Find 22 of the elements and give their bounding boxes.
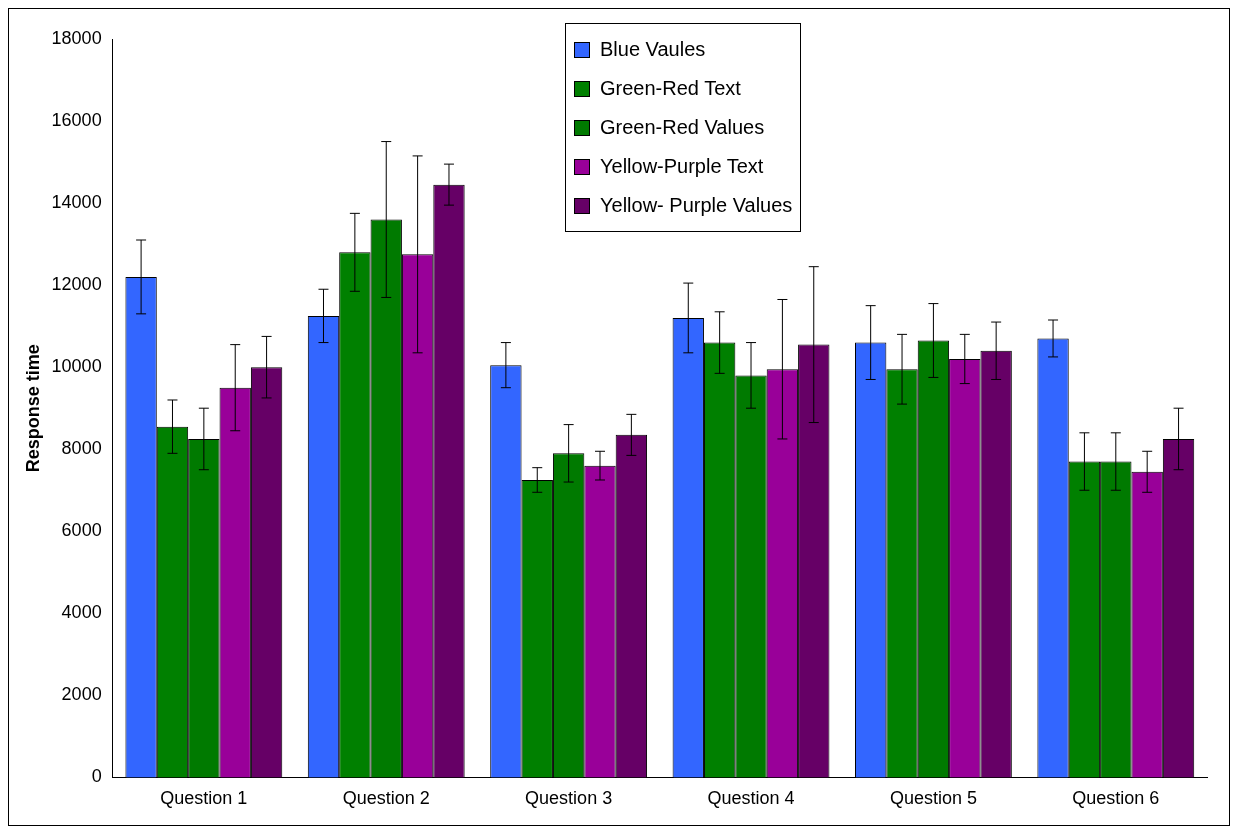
x-tick-label: Question 3 bbox=[525, 788, 613, 809]
x-tick-label: Question 4 bbox=[707, 788, 795, 809]
legend-label: Yellow- Purple Values bbox=[600, 194, 793, 217]
y-tick-label: 8000 bbox=[61, 438, 102, 459]
y-tick-label: 14000 bbox=[51, 192, 102, 213]
y-tick-label: 4000 bbox=[61, 602, 102, 623]
legend-label: Yellow-Purple Text bbox=[600, 155, 764, 178]
x-tick-label: Question 2 bbox=[342, 788, 430, 809]
x-tick-label: Question 1 bbox=[160, 788, 248, 809]
x-tick-label: Question 5 bbox=[889, 788, 977, 809]
y-tick-label: 6000 bbox=[61, 520, 102, 541]
y-tick-label: 16000 bbox=[51, 110, 102, 131]
y-tick-label: 12000 bbox=[51, 274, 102, 295]
x-tick-label: Question 6 bbox=[1072, 788, 1160, 809]
y-tick-label: 18000 bbox=[51, 27, 102, 48]
y-tick-label: 0 bbox=[91, 766, 102, 787]
y-axis-title: Response time bbox=[22, 344, 43, 473]
legend-label: Green-Red Text bbox=[600, 77, 741, 100]
y-tick-label: 2000 bbox=[61, 684, 102, 705]
y-tick-label: 10000 bbox=[51, 356, 102, 377]
legend-label: Blue Vaules bbox=[600, 38, 706, 61]
legend-label: Green-Red Values bbox=[600, 116, 765, 139]
